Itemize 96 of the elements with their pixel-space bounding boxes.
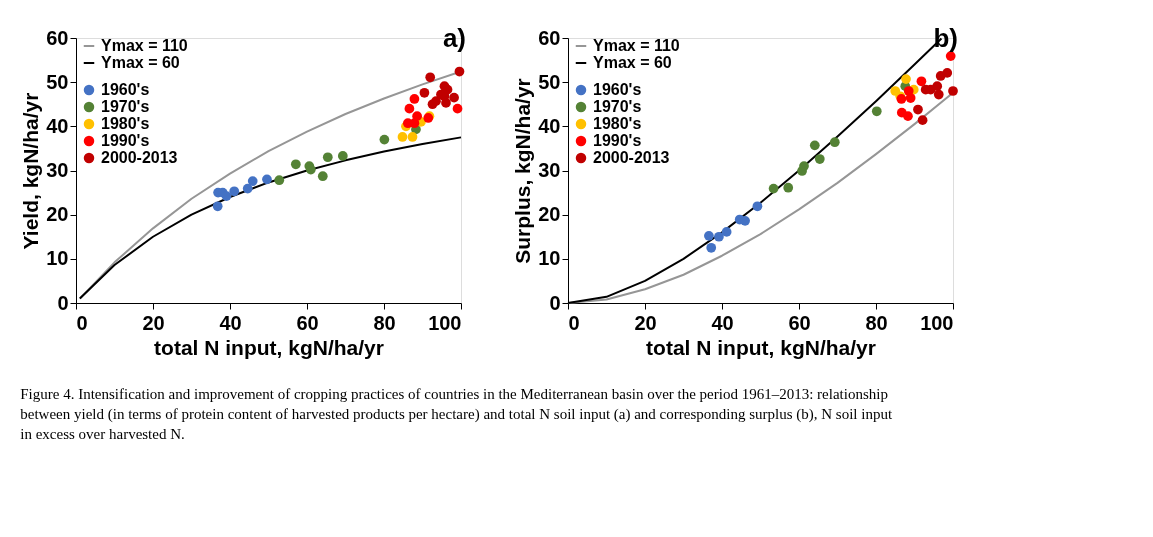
point	[814, 154, 825, 164]
point	[704, 231, 714, 241]
point	[242, 183, 253, 194]
y-tick-label: 50	[538, 70, 561, 93]
point	[933, 89, 944, 100]
point	[317, 171, 328, 182]
point	[901, 74, 911, 84]
y-tick-label: 60	[538, 26, 561, 49]
x-tick-label: 0	[76, 311, 88, 334]
y-axis-title: Yield, kgN/ha/yr	[19, 92, 43, 250]
y-tick-label: 50	[46, 70, 69, 93]
y-tick-label: 60	[46, 26, 69, 49]
point	[903, 111, 913, 122]
point	[768, 183, 779, 194]
y-tick-label: 20	[538, 203, 561, 226]
y-tick-label: 0	[549, 291, 561, 314]
point	[412, 111, 422, 122]
legend-label: 2000-2013	[593, 149, 670, 166]
point	[449, 92, 459, 103]
point	[714, 231, 724, 242]
x-axis-title: total N input, kgN/ha/yr	[154, 335, 384, 359]
y-tick-label: 10	[538, 247, 561, 270]
point	[262, 174, 272, 185]
point	[407, 132, 418, 142]
point	[229, 186, 240, 197]
legend-label: 2000-2013	[101, 149, 178, 166]
y-tick-label: 30	[46, 159, 69, 181]
y-tick-label: 10	[46, 247, 69, 270]
point	[916, 76, 927, 87]
y-tick-label: 40	[538, 114, 561, 137]
x-axis-title: total N input, kgN/ha/yr	[646, 335, 876, 359]
point	[247, 176, 258, 186]
x-tick-label: 100	[428, 311, 462, 334]
legend-label: 1990's	[101, 132, 150, 149]
point	[871, 106, 882, 117]
annotation: a)	[442, 23, 466, 53]
point	[783, 182, 794, 193]
point	[452, 103, 463, 114]
legend-label: 1980's	[593, 115, 642, 132]
legend-label: 1980's	[101, 115, 150, 132]
point	[322, 152, 333, 163]
x-tick-label: 40	[711, 311, 734, 334]
x-tick-label: 60	[296, 311, 319, 334]
legend-label: Ymax = 110	[101, 37, 188, 54]
legend-label: Ymax = 110	[593, 37, 680, 54]
y-tick-label: 20	[46, 203, 69, 226]
point	[419, 87, 430, 98]
y-axis-title: Surplus, kgN/ha/yr	[511, 78, 535, 264]
point	[948, 86, 958, 96]
point	[913, 104, 923, 115]
legend-label: Ymax = 60	[101, 54, 180, 71]
x-tick-label: 80	[373, 311, 396, 334]
legend-label: 1970's	[101, 98, 150, 115]
point	[942, 68, 953, 78]
x-tick-label: 0	[568, 311, 580, 334]
point	[404, 103, 415, 114]
point	[397, 132, 408, 142]
x-tick-label: 20	[634, 311, 657, 334]
point	[454, 66, 465, 77]
legend-label: 1990's	[593, 132, 642, 149]
point	[425, 72, 436, 83]
point	[212, 201, 223, 212]
x-tick-label: 40	[219, 311, 242, 334]
line-series	[78, 136, 462, 300]
point	[706, 242, 717, 253]
point	[290, 159, 301, 170]
caption: Figure 4. Intensification and improvement of cropping practices of countries in the Mediterranean basin over the period 1961–2013: relationship between yield (in terms of protein content of harvested products per hectare) and total N soil input (a) and corresponding surplus (b), N soil input in excess over harvested N.	[20, 385, 893, 442]
point	[752, 201, 763, 212]
x-tick-label: 80	[865, 311, 888, 334]
point	[274, 175, 285, 186]
point	[905, 93, 916, 103]
x-tick-label: 60	[788, 311, 811, 334]
point	[917, 115, 928, 126]
point	[809, 140, 820, 151]
annotation: b)	[933, 23, 958, 53]
point	[221, 191, 232, 201]
point	[932, 81, 943, 92]
point	[740, 215, 750, 226]
legend-label: 1960's	[101, 81, 150, 98]
point	[829, 137, 840, 148]
x-tick-label: 100	[920, 311, 954, 334]
point	[721, 227, 732, 237]
x-tick-label: 20	[142, 311, 165, 334]
y-tick-label: 40	[46, 114, 69, 137]
point	[379, 134, 390, 145]
y-tick-label: 0	[57, 291, 69, 314]
point	[337, 151, 348, 161]
point	[799, 161, 809, 171]
point	[409, 94, 420, 104]
point	[945, 51, 956, 61]
legend-label: 1970's	[593, 98, 642, 115]
point	[441, 98, 451, 108]
y-tick-label: 30	[538, 159, 561, 181]
legend-label: Ymax = 60	[593, 54, 672, 71]
point	[431, 96, 441, 107]
legend-label: 1960's	[593, 81, 642, 98]
